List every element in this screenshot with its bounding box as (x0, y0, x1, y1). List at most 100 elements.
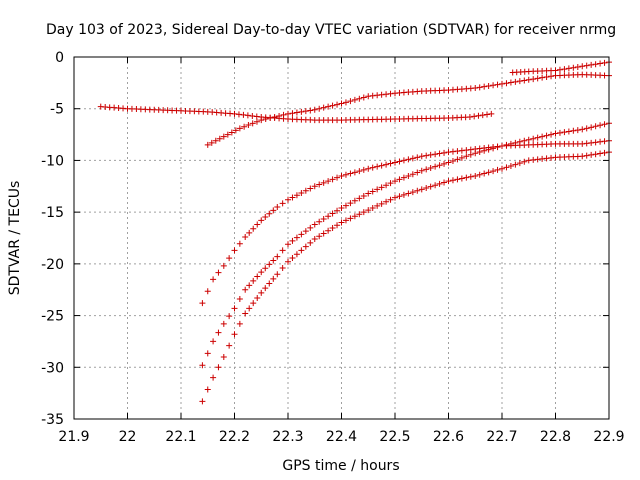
data-point (418, 186, 425, 193)
data-point (347, 170, 354, 177)
data-point (360, 192, 367, 199)
data-point (503, 141, 510, 148)
data-point (400, 174, 407, 181)
data-point (521, 77, 528, 84)
data-point (311, 221, 318, 228)
data-point (338, 205, 345, 212)
data-point (325, 213, 332, 220)
data-point (226, 342, 233, 349)
data-point (356, 95, 363, 102)
data-point (441, 160, 448, 167)
data-point (405, 156, 412, 163)
data-point (232, 127, 239, 134)
data-point (423, 152, 430, 159)
data-point (215, 269, 222, 276)
data-point (266, 210, 273, 217)
data-point (427, 151, 434, 158)
data-point (329, 102, 336, 109)
data-point (204, 386, 211, 393)
series-arc-1 (97, 103, 495, 124)
data-point (601, 138, 608, 145)
data-point (242, 310, 249, 317)
data-point (329, 176, 336, 183)
data-point (418, 153, 425, 160)
data-point (400, 157, 407, 164)
data-point (512, 78, 519, 85)
data-point (485, 146, 492, 153)
data-point (387, 196, 394, 203)
data-point (285, 110, 291, 117)
y-axis-label: SDTVAR / TECUs (7, 181, 23, 296)
data-point (484, 111, 491, 118)
data-point (246, 282, 253, 289)
data-point (271, 113, 278, 120)
data-point (369, 205, 376, 212)
data-point (316, 181, 323, 188)
data-point (226, 255, 233, 262)
data-point (266, 280, 273, 287)
data-point (574, 127, 581, 134)
data-point (432, 151, 439, 158)
data-point (293, 251, 300, 258)
data-point (360, 209, 367, 216)
x-tick-label: 22.6 (433, 429, 464, 445)
data-point (325, 227, 332, 234)
data-point (436, 180, 443, 187)
data-point (289, 254, 296, 261)
data-point (539, 133, 546, 140)
data-point (570, 64, 577, 71)
data-point (342, 171, 349, 178)
data-point (539, 74, 546, 81)
data-point (485, 169, 492, 176)
data-point (396, 193, 403, 200)
data-point (347, 200, 354, 207)
data-point (242, 286, 249, 293)
data-point (274, 203, 281, 210)
data-point (378, 200, 385, 207)
data-point (490, 145, 497, 152)
data-point (334, 207, 341, 214)
data-point (592, 61, 599, 68)
data-point (449, 177, 456, 184)
data-point (320, 230, 327, 237)
series-arc-5 (199, 120, 612, 369)
data-point (503, 164, 510, 171)
data-point (592, 123, 599, 130)
data-point (236, 296, 243, 303)
data-point (530, 156, 537, 163)
data-point (521, 158, 528, 165)
data-point (224, 131, 231, 138)
data-point (534, 134, 541, 141)
data-point (534, 156, 541, 163)
data-point (216, 135, 223, 142)
data-point (204, 141, 211, 148)
data-point (311, 106, 318, 113)
data-point (204, 350, 211, 357)
data-point (254, 221, 261, 228)
data-point (392, 178, 398, 185)
data-point (311, 183, 318, 190)
data-point (267, 115, 274, 122)
data-point (212, 137, 219, 144)
data-point (351, 197, 358, 204)
data-point (258, 117, 265, 124)
data-point (387, 180, 394, 187)
data-point (274, 253, 281, 260)
data-point (548, 154, 555, 161)
data-point (231, 305, 238, 312)
data-point (530, 135, 537, 142)
data-point (458, 175, 465, 182)
x-tick-label: 22.1 (165, 429, 196, 445)
data-point (374, 202, 381, 209)
x-tick-label: 22.4 (326, 429, 357, 445)
data-point (220, 353, 227, 360)
data-point (320, 216, 327, 223)
y-tick-label: -15 (41, 205, 64, 221)
data-point (250, 300, 257, 307)
data-point (307, 224, 314, 231)
data-point (543, 155, 550, 162)
data-point (445, 178, 452, 185)
data-point (285, 258, 291, 265)
data-point (210, 276, 217, 283)
data-point (199, 300, 206, 307)
